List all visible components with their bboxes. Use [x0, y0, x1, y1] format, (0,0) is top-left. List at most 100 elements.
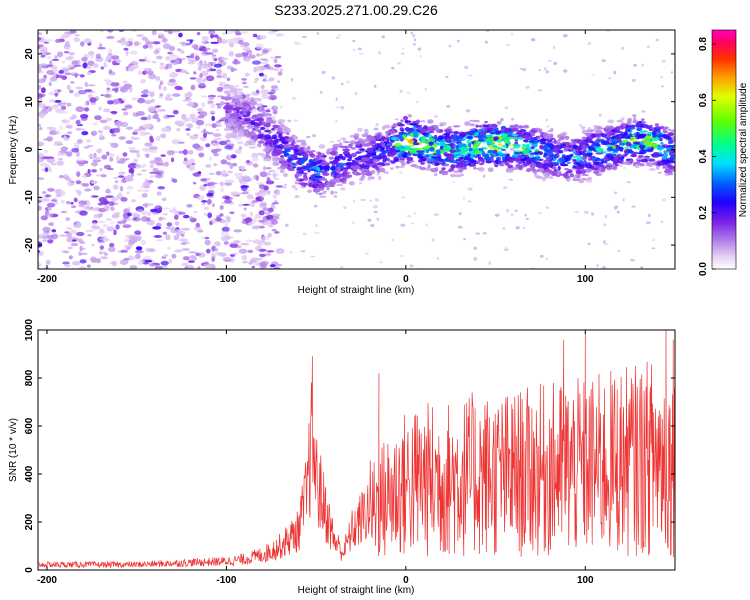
- spectrogram-noise-blob: [506, 44, 510, 47]
- spectrogram-signal-blob: [337, 162, 345, 167]
- spectrogram-noise-blob: [76, 139, 83, 144]
- spectrogram-signal-blob: [472, 167, 478, 170]
- spectrogram-noise-blob: [264, 211, 271, 216]
- spectrogram-signal-blob: [420, 120, 426, 123]
- spectrogram-noise-blob: [160, 127, 170, 132]
- spectrogram-signal-blob: [332, 161, 339, 165]
- spectrogram-signal-blob: [542, 145, 550, 150]
- spectrogram-signal-blob: [666, 133, 673, 136]
- spectrogram-signal-blob: [433, 143, 438, 147]
- spectrogram-signal-blob: [545, 156, 552, 161]
- spectrogram-noise-blob: [73, 37, 81, 43]
- spectrogram-noise-blob: [661, 198, 667, 202]
- spectrogram-signal-blob: [615, 145, 621, 148]
- spectrogram-signal-blob: [624, 131, 628, 136]
- spectrogram-noise-blob: [126, 126, 134, 130]
- spectrogram-noise-blob: [75, 151, 80, 158]
- spectrogram-noise-blob: [183, 241, 190, 244]
- spectrogram-noise-blob: [452, 180, 455, 183]
- spectrogram-signal-blob: [279, 144, 284, 147]
- spectrogram-signal-blob: [389, 130, 396, 135]
- spectrogram-signal-blob: [606, 128, 612, 132]
- spectrogram-noise-blob: [412, 43, 416, 46]
- snr-frame: [37, 329, 676, 571]
- spectrogram-noise-blob: [89, 54, 95, 59]
- spectrogram-signal-blob: [490, 157, 494, 162]
- spectrogram-noise-blob: [258, 184, 266, 190]
- spectrogram-noise-blob: [335, 97, 338, 101]
- spectrogram-noise-blob: [207, 94, 217, 98]
- spectrogram-signal-blob: [318, 181, 322, 184]
- spectrogram-signal-blob: [654, 128, 660, 131]
- spectrogram-noise-blob: [152, 226, 162, 230]
- colorbar-label: Normalized spectral amplitude: [738, 82, 749, 217]
- spectrogram-noise-blob: [537, 89, 543, 92]
- spectrogram-noise-blob: [101, 154, 108, 160]
- spectrogram-signal-blob: [224, 105, 233, 110]
- spectrogram-noise-blob: [531, 38, 536, 42]
- spectrogram-signal-blob: [605, 153, 611, 157]
- spectrogram-noise-blob: [232, 193, 237, 197]
- spectrogram-noise-blob: [167, 63, 173, 69]
- spectrogram-noise-blob: [272, 194, 277, 199]
- spectrogram-noise-blob: [189, 158, 196, 164]
- spectrogram-signal-blob: [450, 173, 456, 178]
- spectrogram-noise-blob: [266, 190, 271, 195]
- spectrogram-noise-blob: [66, 226, 73, 231]
- spectrogram-noise-blob: [99, 119, 108, 124]
- spectrogram-signal-blob: [581, 137, 587, 141]
- spectrogram-noise-blob: [151, 115, 159, 120]
- spectrogram-noise-blob: [166, 115, 176, 118]
- spectrogram-noise-blob: [42, 138, 52, 141]
- spectrogram-noise-blob: [128, 86, 133, 93]
- spectrogram-noise-blob: [139, 130, 147, 137]
- spectrogram-signal-blob: [536, 162, 544, 168]
- spectrogram-signal-blob: [291, 166, 297, 169]
- spectrogram-signal-blob: [358, 148, 366, 151]
- spectrogram-noise-blob: [189, 135, 199, 140]
- spectrogram-signal-blob: [667, 160, 675, 164]
- spectrogram-signal-blob: [406, 160, 411, 165]
- spectrogram-noise-blob: [224, 30, 234, 35]
- spectrogram-noise-blob: [157, 33, 164, 37]
- spectrogram-signal-blob: [517, 125, 524, 129]
- spectrogram-noise-blob: [207, 100, 212, 105]
- spectrogram-noise-blob: [180, 233, 185, 237]
- spectrogram-noise-blob: [60, 67, 70, 72]
- spectrogram-signal-blob: [345, 162, 352, 166]
- spectrogram-noise-blob: [60, 146, 69, 152]
- spectrogram-signal-blob: [403, 134, 407, 138]
- spectrogram-signal-blob: [407, 139, 414, 144]
- spectrogram-noise-blob: [160, 154, 166, 158]
- spectrogram-noise-blob: [465, 109, 470, 113]
- spectrogram-noise-blob: [87, 234, 92, 237]
- spectrogram-signal-blob: [639, 141, 645, 145]
- spectrogram-signal-blob: [376, 173, 380, 176]
- spectrogram-noise-blob: [261, 93, 269, 99]
- spectrogram-noise-blob: [400, 52, 405, 55]
- spectrogram-noise-blob: [111, 55, 120, 60]
- spectrogram-noise-blob: [143, 255, 152, 261]
- spectrogram-noise-blob: [197, 62, 201, 67]
- spectrogram-noise-blob: [252, 60, 261, 65]
- spectrogram-signal-blob: [484, 120, 488, 124]
- spectrogram-signal-blob: [498, 153, 506, 157]
- figure-title: S233.2025.271.00.29.C26: [274, 2, 438, 18]
- spectrogram-noise-blob: [205, 75, 215, 82]
- spectrogram-signal-blob: [579, 160, 585, 165]
- spectrogram-noise-blob: [164, 65, 169, 70]
- spectrogram-noise-blob: [143, 67, 153, 71]
- spectrogram-noise-blob: [340, 105, 345, 110]
- spectrogram-signal-blob: [435, 127, 440, 133]
- spectrogram-noise-blob: [54, 55, 58, 59]
- spectrogram-signal-blob: [353, 166, 361, 170]
- spectrogram-noise-blob: [233, 229, 242, 233]
- spectrogram-signal-blob: [508, 168, 514, 173]
- spectrogram-signal-blob: [654, 123, 660, 126]
- spectrogram-noise-blob: [205, 248, 211, 254]
- spectrogram-noise-blob: [87, 84, 96, 87]
- spectrogram-noise-blob: [370, 223, 375, 228]
- spectrogram-noise-blob: [242, 81, 247, 85]
- spectrogram-signal-blob: [648, 168, 656, 171]
- spectrogram-signal-blob: [631, 144, 637, 149]
